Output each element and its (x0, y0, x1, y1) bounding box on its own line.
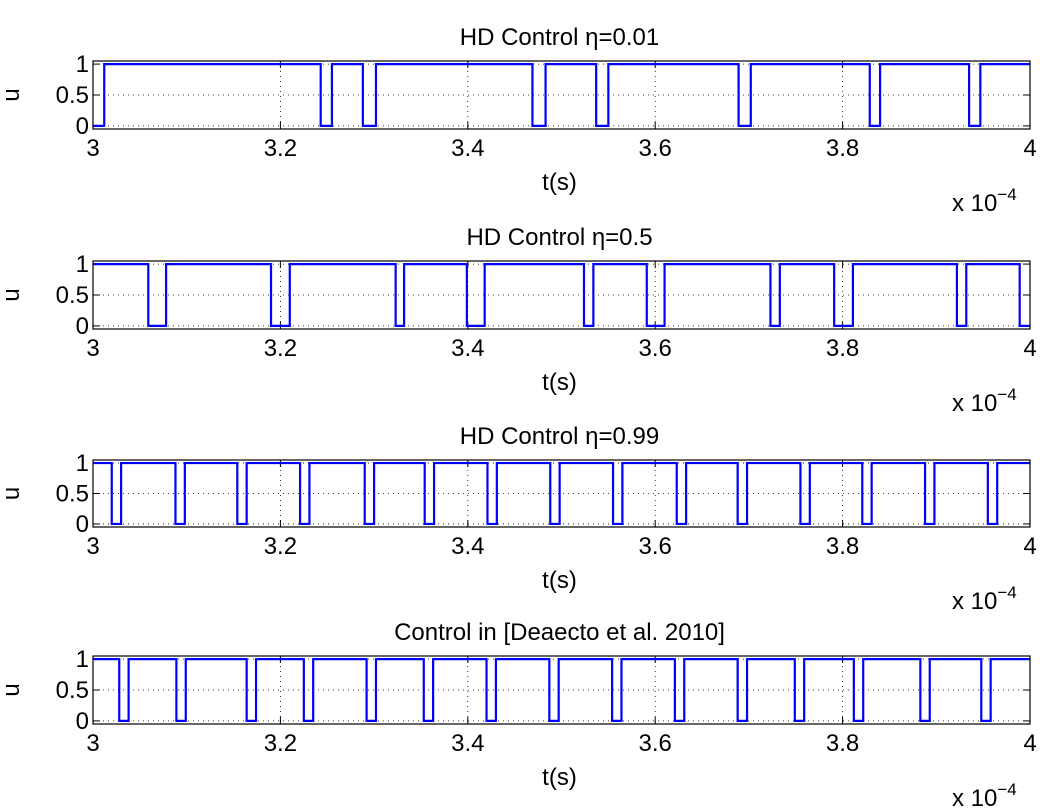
x-tick-label: 4 (1023, 730, 1036, 757)
y-tick-label: 0.5 (56, 282, 89, 309)
signal-series-line (93, 262, 1030, 328)
x-tick-label: 3 (86, 135, 99, 162)
x-axis-multiplier: x 10−4 (952, 385, 1017, 417)
x-tick-label: 3.6 (639, 135, 672, 162)
y-tick-label: 0 (76, 511, 89, 538)
x-axis-label: t(s) (542, 369, 577, 396)
x-tick-label: 3.8 (826, 533, 859, 560)
x-tick-label: 3.6 (639, 730, 672, 757)
chart-panel-4: Control in [Deaecto et al. 2010] 3 3.2 3.4 3… (0, 619, 1037, 809)
x-tick-label: 3 (86, 533, 99, 560)
x-axis-label: t(s) (542, 764, 577, 791)
y-axis-label: u (0, 683, 25, 696)
y-tick-label: 1 (76, 450, 89, 477)
x-axis-multiplier: x 10−4 (952, 780, 1017, 809)
multiplier-base: x 10 (952, 588, 997, 615)
x-tick-label: 4 (1023, 533, 1036, 560)
y-tick-label: 1 (76, 51, 89, 78)
chart-panel-1: HD Control η=0.01 3 3.2 3.4 3.6 3.8 4 0 0.5 1 t(s)… (0, 24, 1037, 217)
signal-series-line (93, 62, 1030, 128)
multiplier-base: x 10 (952, 390, 997, 417)
multiplier-exponent: −4 (997, 185, 1016, 204)
x-tick-label: 3.4 (451, 335, 484, 362)
x-tick-label: 3.2 (264, 135, 297, 162)
y-tick-label: 0.5 (56, 677, 89, 704)
x-tick-label: 3 (86, 335, 99, 362)
x-tick-label: 3.4 (451, 533, 484, 560)
x-tick-label: 3.8 (826, 730, 859, 757)
y-tick-label: 1 (76, 646, 89, 673)
multiplier-base: x 10 (952, 785, 997, 809)
x-tick-label: 3.6 (639, 533, 672, 560)
axes-box (92, 60, 1031, 130)
axes-box (92, 260, 1031, 330)
y-axis-label: u (0, 487, 25, 500)
y-tick-label: 0 (76, 313, 89, 340)
axes-box (92, 655, 1031, 725)
x-tick-label: 3.4 (451, 135, 484, 162)
x-tick-label: 4 (1023, 135, 1036, 162)
y-tick-label: 0 (76, 113, 89, 140)
x-tick-label: 3.2 (264, 335, 297, 362)
x-axis-multiplier: x 10−4 (952, 185, 1017, 217)
x-tick-label: 3.2 (264, 533, 297, 560)
signal-series-line (93, 461, 1030, 526)
x-axis-label: t(s) (542, 169, 577, 196)
x-axis-multiplier: x 10−4 (952, 583, 1017, 615)
x-tick-label: 3 (86, 730, 99, 757)
x-tick-label: 3.8 (826, 135, 859, 162)
multiplier-exponent: −4 (997, 385, 1016, 404)
y-axis-label: u (0, 288, 25, 301)
y-axis-label: u (0, 88, 25, 101)
chart-panel-3: HD Control η=0.99 3 3.2 3.4 3.6 3.8 4 0 0.5 1 t(s)… (0, 423, 1037, 615)
signal-series-line (93, 657, 1030, 723)
axes-box (92, 459, 1031, 528)
chart-title: HD Control η=0.99 (460, 423, 659, 450)
x-tick-label: 3.6 (639, 335, 672, 362)
multiplier-exponent: −4 (997, 780, 1016, 799)
x-tick-label: 3.4 (451, 730, 484, 757)
chart-title: HD Control η=0.01 (460, 24, 659, 51)
y-tick-label: 0 (76, 708, 89, 735)
chart-title: HD Control η=0.5 (466, 224, 652, 251)
y-tick-label: 0.5 (56, 481, 89, 508)
x-axis-label: t(s) (542, 567, 577, 594)
x-tick-label: 4 (1023, 335, 1036, 362)
chart-title: Control in [Deaecto et al. 2010] (394, 619, 725, 646)
y-tick-label: 0.5 (56, 82, 89, 109)
multiplier-base: x 10 (952, 190, 997, 217)
x-tick-label: 3.2 (264, 730, 297, 757)
x-tick-label: 3.8 (826, 335, 859, 362)
chart-panel-2: HD Control η=0.5 3 3.2 3.4 3.6 3.8 4 0 0.5 1 t(s) u… (0, 224, 1037, 417)
multiplier-exponent: −4 (997, 583, 1016, 602)
y-tick-label: 1 (76, 251, 89, 278)
